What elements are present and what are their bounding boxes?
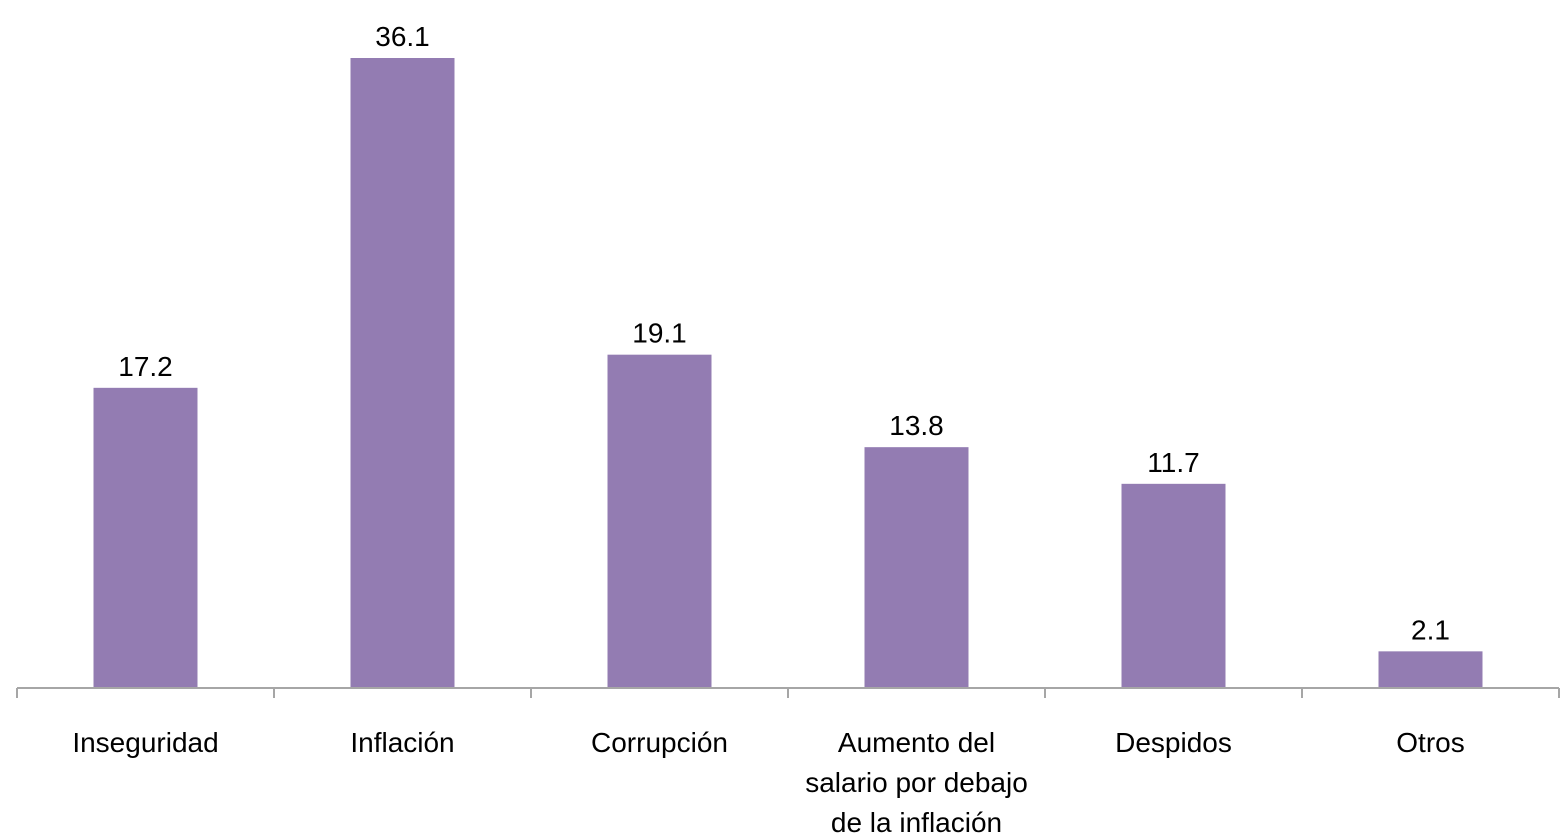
category-label-line: Aumento del — [838, 727, 995, 758]
category-label-inseguridad: Inseguridad — [72, 727, 218, 758]
x-axis — [16, 687, 1560, 698]
data-label-aumento-del: 13.8 — [889, 410, 944, 441]
category-label-inflacion: Inflación — [350, 727, 454, 758]
value-labels-layer: 17.2 36.1 19.1 13.8 11.7 2.1 — [118, 21, 1450, 645]
category-label-line: Despidos — [1115, 727, 1232, 758]
bar-despidos — [1121, 483, 1226, 688]
category-label-line: Otros — [1396, 727, 1464, 758]
bars-layer — [93, 58, 1483, 688]
category-label-aumento-del: Aumento del salario por debajo de la infla… — [805, 727, 1028, 837]
category-label-line: salario por debajo — [805, 767, 1028, 798]
category-label-line: Inseguridad — [72, 727, 218, 758]
data-label-corrupcion: 19.1 — [632, 318, 687, 349]
bar-inseguridad — [93, 387, 198, 688]
category-labels-layer: Inseguridad Inflación Corrupción Aumento de… — [72, 727, 1464, 837]
bar-corrupcion — [607, 354, 712, 688]
data-label-despidos: 11.7 — [1147, 447, 1199, 478]
category-label-despidos: Despidos — [1115, 727, 1232, 758]
category-label-otros: Otros — [1396, 727, 1464, 758]
category-label-line: Corrupción — [591, 727, 728, 758]
data-label-inflacion: 36.1 — [375, 21, 430, 52]
data-label-otros: 2.1 — [1411, 614, 1450, 645]
bar-otros — [1378, 651, 1483, 688]
bar-inflacion — [350, 58, 455, 688]
category-label-line: de la inflación — [831, 807, 1002, 837]
category-label-line: Inflación — [350, 727, 454, 758]
bar-aumento-del — [864, 447, 969, 688]
data-label-inseguridad: 17.2 — [118, 351, 173, 382]
category-label-corrupcion: Corrupción — [591, 727, 728, 758]
